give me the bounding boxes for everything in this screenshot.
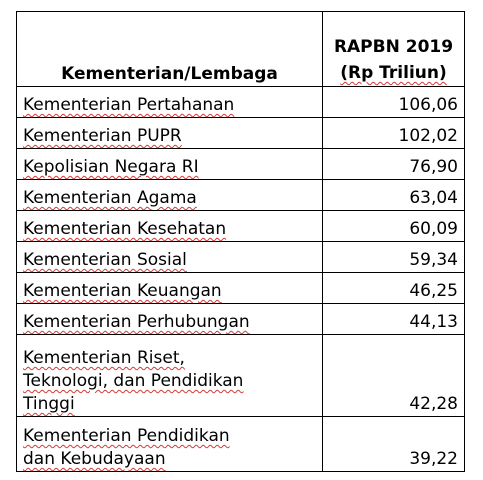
budget-value: 44,13 bbox=[322, 303, 465, 335]
budget-table: Kementerian/Lembaga RAPBN 2019 (Rp Trili… bbox=[16, 11, 465, 472]
table-row: Kementerian Pertahanan 106,06 bbox=[16, 86, 465, 118]
table-row: Kementerian Agama 63,04 bbox=[16, 179, 465, 211]
ministry-name: Kementerian Riset, Teknologi, dan Pendid… bbox=[16, 334, 323, 417]
ministry-name: Kementerian Kesehatan bbox=[16, 210, 323, 242]
header-budget-unit: (Rp Triliun) bbox=[340, 63, 447, 83]
table-row: Kementerian Perhubungan 44,13 bbox=[16, 303, 465, 335]
budget-value: 60,09 bbox=[322, 210, 465, 242]
table-row: Kepolisian Negara RI 76,90 bbox=[16, 148, 465, 180]
budget-value: 76,90 bbox=[322, 148, 465, 180]
budget-value: 106,06 bbox=[322, 86, 465, 118]
ministry-name: Kementerian Keuangan bbox=[16, 272, 323, 304]
budget-value: 63,04 bbox=[322, 179, 465, 211]
budget-value: 102,02 bbox=[322, 117, 465, 149]
table-row: Kementerian Riset, Teknologi, dan Pendid… bbox=[16, 334, 465, 417]
ministry-name: Kementerian Pendidikan dan Kebudayaan bbox=[16, 416, 323, 472]
table-row: Kementerian Sosial 59,34 bbox=[16, 241, 465, 273]
ministry-name: Kementerian Pertahanan bbox=[16, 86, 323, 118]
budget-value: 42,28 bbox=[322, 334, 465, 417]
table-row: Kementerian Kesehatan 60,09 bbox=[16, 210, 465, 242]
budget-value: 59,34 bbox=[322, 241, 465, 273]
ministry-name: Kementerian PUPR bbox=[16, 117, 323, 149]
header-budget: RAPBN 2019 (Rp Triliun) bbox=[322, 11, 465, 87]
budget-value: 46,25 bbox=[322, 272, 465, 304]
table-row: Kementerian Keuangan 46,25 bbox=[16, 272, 465, 304]
table-header-row: Kementerian/Lembaga RAPBN 2019 (Rp Trili… bbox=[16, 11, 465, 87]
budget-value: 39,22 bbox=[322, 416, 465, 472]
ministry-name: Kementerian Agama bbox=[16, 179, 323, 211]
table-row: Kementerian PUPR 102,02 bbox=[16, 117, 465, 149]
ministry-name: Kepolisian Negara RI bbox=[16, 148, 323, 180]
ministry-name: Kementerian Perhubungan bbox=[16, 303, 323, 335]
header-ministry: Kementerian/Lembaga bbox=[16, 11, 323, 87]
ministry-name: Kementerian Sosial bbox=[16, 241, 323, 273]
table-row: Kementerian Pendidikan dan Kebudayaan 39… bbox=[16, 416, 465, 472]
header-budget-year: RAPBN 2019 bbox=[333, 37, 454, 57]
